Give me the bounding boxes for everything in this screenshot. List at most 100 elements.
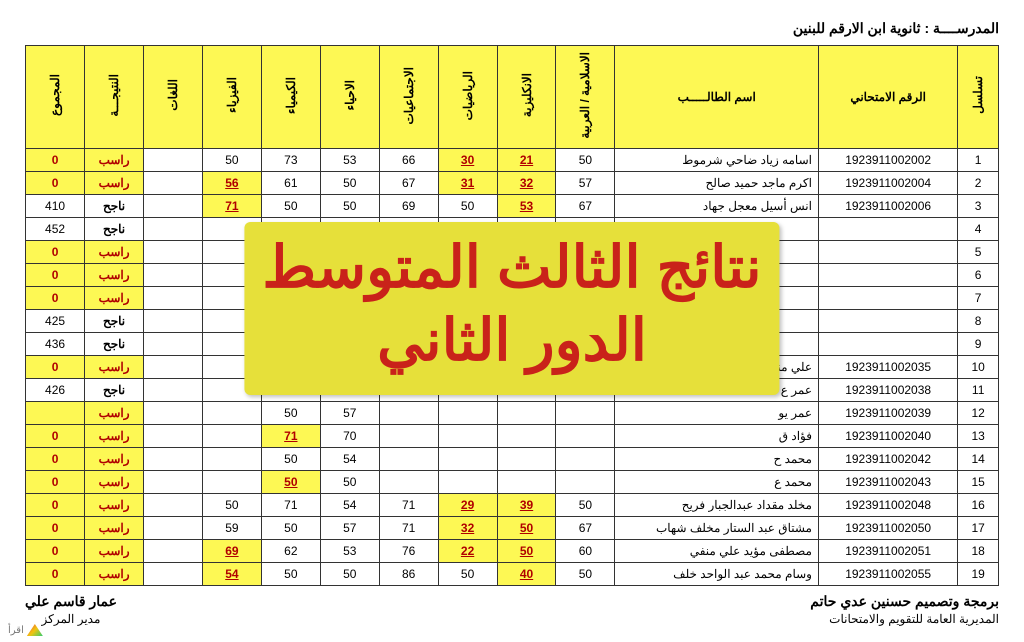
cell: 50	[320, 562, 379, 585]
cell	[261, 240, 320, 263]
cell: 0	[26, 355, 85, 378]
table-row: 4ناجح452	[26, 217, 999, 240]
cell: 70	[320, 424, 379, 447]
cell: راسب	[85, 286, 144, 309]
cell	[144, 539, 203, 562]
cell: 426	[26, 378, 85, 401]
cell	[379, 309, 438, 332]
table-row: 171923911002050مشتاق عبد الستار مخلف شها…	[26, 516, 999, 539]
cell: ناجح	[85, 332, 144, 355]
cell	[438, 447, 497, 470]
cell: راسب	[85, 401, 144, 424]
cell: 0	[26, 470, 85, 493]
cell: 0	[26, 171, 85, 194]
table-row: 181923911002051مصطفى مؤيد علي منفي605022…	[26, 539, 999, 562]
table-row: 191923911002055وسام محمد عبد الواحد خلف5…	[26, 562, 999, 585]
cell: 71	[261, 493, 320, 516]
cell: راسب	[85, 171, 144, 194]
cell	[144, 493, 203, 516]
cell	[144, 355, 203, 378]
table-body: 11923911002002اسامه زياد ضاحي شرموط50213…	[26, 148, 999, 585]
cell: 57	[320, 516, 379, 539]
cell: 0	[26, 447, 85, 470]
cell: 4	[958, 217, 999, 240]
h-res: النتيجـــة	[85, 46, 144, 149]
cell	[438, 263, 497, 286]
cell	[615, 217, 819, 240]
cell: 59	[202, 516, 261, 539]
h-sub4: الاجتماعيات	[379, 46, 438, 149]
cell: 1923911002035	[818, 355, 957, 378]
cell: وسام محمد عبد الواحد خلف	[615, 562, 819, 585]
cell	[379, 447, 438, 470]
logo-icon	[27, 624, 43, 636]
school-label: المدرســــة :	[924, 20, 999, 36]
cell: راسب	[85, 355, 144, 378]
h-sub7: الفيزياء	[202, 46, 261, 149]
cell: 68	[261, 355, 320, 378]
cell: 50	[497, 516, 556, 539]
cell	[379, 355, 438, 378]
cell	[202, 286, 261, 309]
cell: 62	[261, 539, 320, 562]
cell	[144, 309, 203, 332]
cell	[438, 424, 497, 447]
cell: 54	[320, 378, 379, 401]
cell: مصطفى مؤيد علي منفي	[615, 539, 819, 562]
cell	[379, 286, 438, 309]
cell	[438, 217, 497, 240]
cell: 50	[261, 470, 320, 493]
cell: 32	[438, 516, 497, 539]
cell: 54	[320, 447, 379, 470]
cell: 1923911002039	[818, 401, 957, 424]
manager-name: عمار قاسم علي	[25, 592, 117, 612]
cell: 0	[26, 286, 85, 309]
cell: 50	[261, 562, 320, 585]
cell: 9	[958, 332, 999, 355]
cell: 6	[958, 263, 999, 286]
cell: 50	[320, 194, 379, 217]
cell	[556, 263, 615, 286]
cell	[497, 378, 556, 401]
cell: 1923911002055	[818, 562, 957, 585]
table-row: 121923911002039عمر يو5750راسب	[26, 401, 999, 424]
cell: 13	[958, 424, 999, 447]
cell: 1923911002038	[818, 378, 957, 401]
cell	[497, 263, 556, 286]
cell	[320, 286, 379, 309]
cell: 71	[202, 194, 261, 217]
cell	[497, 401, 556, 424]
cell: 425	[26, 309, 85, 332]
cell	[615, 309, 819, 332]
cell: 15	[958, 470, 999, 493]
h-sub6: الكيمياء	[261, 46, 320, 149]
cell	[497, 332, 556, 355]
cell	[144, 240, 203, 263]
cell: راسب	[85, 493, 144, 516]
cell	[818, 309, 957, 332]
cell: 67	[556, 194, 615, 217]
cell	[144, 217, 203, 240]
cell: 57	[556, 171, 615, 194]
cell: 1923911002002	[818, 148, 957, 171]
cell: راسب	[85, 562, 144, 585]
page-footer: برمجة وتصميم حسنين عدي حاتم المديرية الع…	[25, 592, 999, 628]
cell	[556, 355, 615, 378]
cell	[556, 286, 615, 309]
cell: 1923911002042	[818, 447, 957, 470]
cell	[615, 332, 819, 355]
cell	[438, 240, 497, 263]
cell: مشتاق عبد الستار مخلف شهاب	[615, 516, 819, 539]
cell	[144, 562, 203, 585]
header-row: تسلسل الرقم الامتحاني اسم الطالـــــب ال…	[26, 46, 999, 149]
cell: 0	[26, 516, 85, 539]
cell	[556, 217, 615, 240]
cell	[438, 355, 497, 378]
cell	[202, 263, 261, 286]
table-row: 151923911002043محمد ع5050راسب0	[26, 470, 999, 493]
cell: 17	[958, 516, 999, 539]
cell: 50	[320, 171, 379, 194]
cell: 40	[497, 562, 556, 585]
cell: 50	[261, 401, 320, 424]
cell	[144, 332, 203, 355]
